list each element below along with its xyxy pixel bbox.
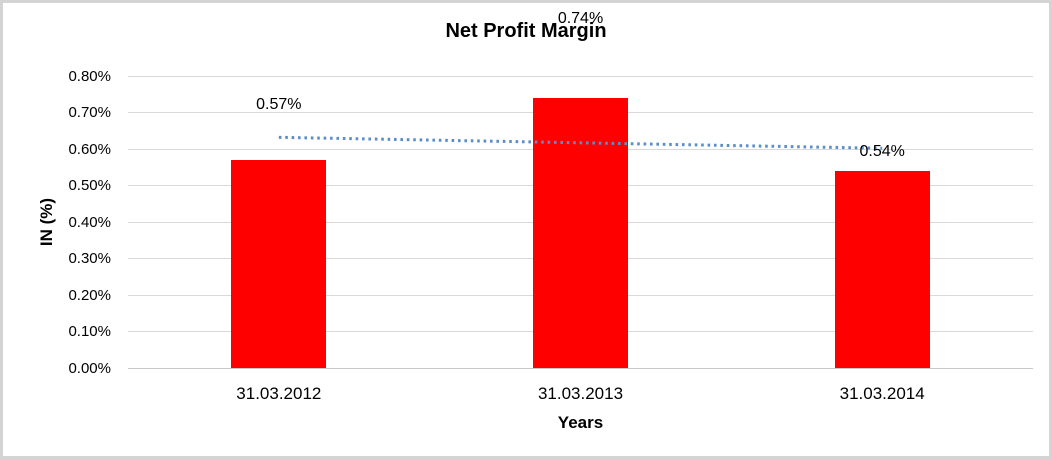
data-label: 0.57% [256, 95, 302, 113]
gridline [128, 75, 1033, 77]
y-tick-label: 0.50% [68, 177, 111, 194]
y-tick-label: 0.60% [68, 140, 111, 158]
bar [533, 97, 628, 368]
bar [231, 159, 327, 368]
y-tick-label: 0.30% [68, 250, 111, 267]
y-axis-title: IN (%) [37, 197, 56, 247]
x-tick-label: 31.03.2014 [839, 384, 925, 403]
x-axis-title: Years [557, 413, 604, 432]
y-tick-label: 0.00% [68, 359, 111, 377]
chart-title: Net Profit Margin [445, 20, 607, 42]
y-tick-label: 0.10% [68, 323, 111, 340]
data-label: 0.54% [859, 142, 905, 160]
data-label: 0.74% [557, 9, 604, 27]
y-tick-label: 0.80% [68, 67, 111, 85]
x-tick-label: 31.03.2012 [236, 384, 322, 403]
y-tick-label: 0.40% [68, 213, 111, 231]
y-tick-label: 0.20% [68, 286, 111, 304]
bar [834, 170, 930, 368]
y-tick-label: 0.70% [68, 104, 111, 121]
x-tick-label: 31.03.2013 [537, 384, 624, 403]
x-axis-line [128, 367, 1033, 369]
